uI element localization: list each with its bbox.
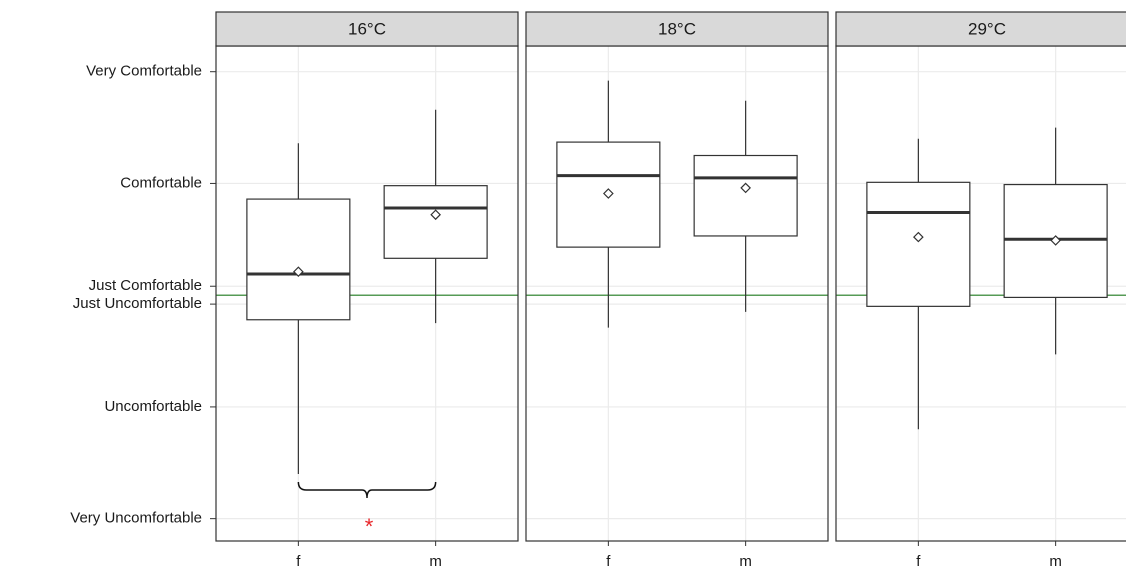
facet-panel: 29°C f m bbox=[835, 11, 1126, 570]
strip bbox=[525, 11, 829, 47]
mean-point bbox=[1050, 235, 1061, 246]
x-tick-label: m bbox=[739, 553, 752, 570]
mean-point bbox=[430, 209, 441, 221]
strip-title: 18°C bbox=[658, 19, 696, 38]
y-tick-label: Very Uncomfortable bbox=[70, 510, 202, 527]
mean-point bbox=[293, 266, 304, 278]
strip bbox=[215, 11, 519, 47]
facet-panel: 18°C f m bbox=[525, 11, 829, 570]
x-tick-label: m bbox=[429, 553, 442, 570]
box bbox=[246, 198, 351, 321]
y-tick-label: Very Comfortable bbox=[86, 63, 202, 80]
x-tick-label: f bbox=[296, 553, 301, 570]
box bbox=[693, 154, 798, 237]
y-tick-label: Just Uncomfortable bbox=[73, 295, 202, 312]
y-tick-label: Uncomfortable bbox=[104, 398, 202, 415]
strip-title: 29°C bbox=[968, 19, 1006, 38]
strip-title: 16°C bbox=[348, 19, 386, 38]
strip bbox=[835, 11, 1126, 47]
x-tick-label: m bbox=[1049, 553, 1062, 570]
mean-point bbox=[740, 182, 751, 194]
box bbox=[383, 185, 488, 259]
significance-marker: * bbox=[365, 514, 374, 539]
y-tick-label: Just Comfortable bbox=[89, 277, 202, 294]
x-tick-label: f bbox=[916, 553, 921, 570]
x-tick-label: f bbox=[606, 553, 611, 570]
mean-point bbox=[603, 188, 614, 199]
facet-panel: 16°C f m * bbox=[215, 11, 519, 570]
box bbox=[866, 181, 971, 307]
panel-background bbox=[526, 46, 828, 541]
y-tick-label: Comfortable bbox=[120, 174, 202, 191]
significance-brace bbox=[297, 481, 437, 499]
mean-point bbox=[913, 231, 924, 243]
